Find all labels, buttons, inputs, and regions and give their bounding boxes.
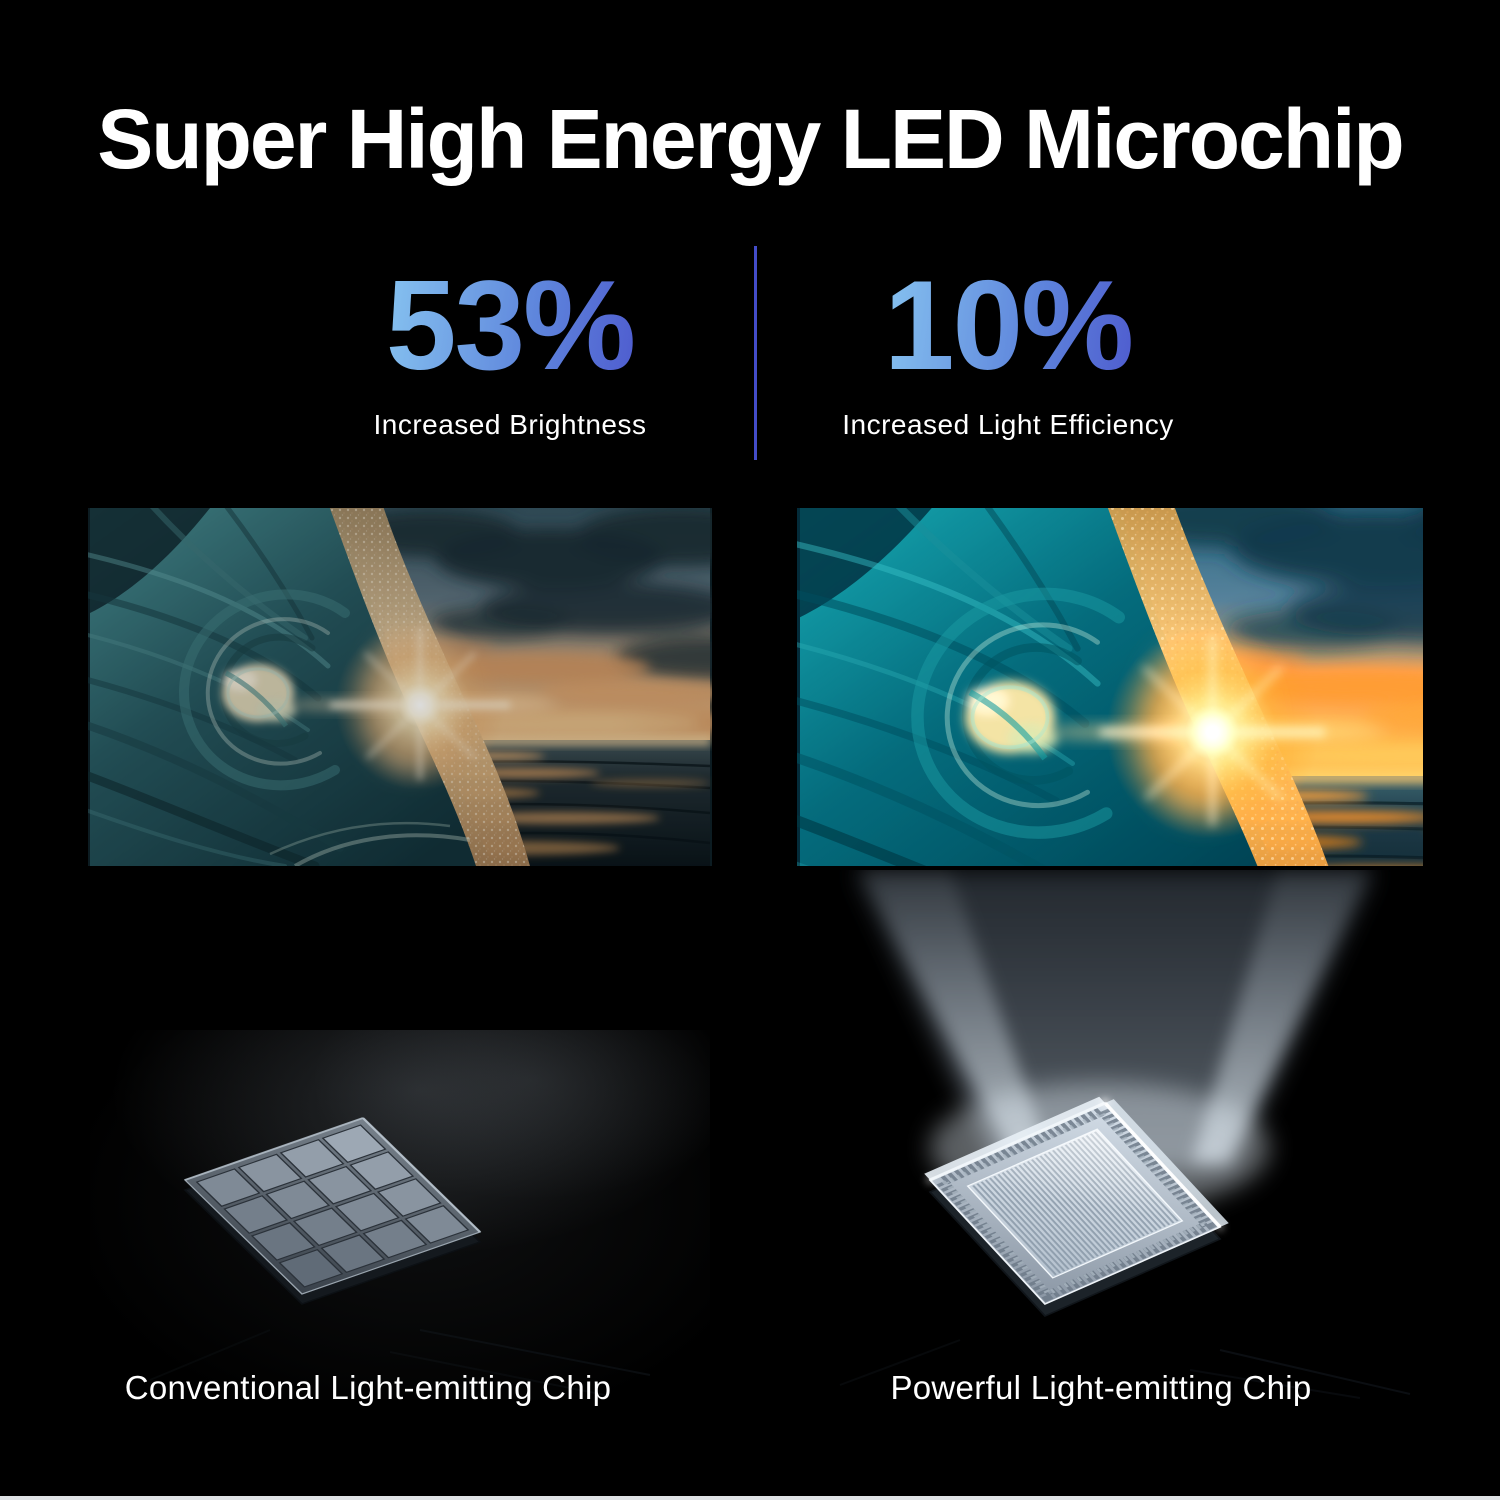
chip-top-face — [183, 1117, 482, 1295]
stat-brightness-value: 53% — [260, 262, 760, 389]
caption-conventional-chip: Conventional Light-emitting Chip — [124, 1369, 612, 1406]
stat-efficiency-label: Increased Light Efficiency — [842, 409, 1174, 440]
caption-powerful-chip: Powerful Light-emitting Chip — [890, 1369, 1312, 1406]
page-title: Super High Energy LED Microchip — [97, 92, 1405, 186]
rim-teeth — [932, 1105, 1218, 1302]
floor-reflection-lines — [839, 1339, 1411, 1399]
stat-efficiency-value: 10% — [758, 262, 1258, 389]
stat-brightness: 53% Increased Brightness — [260, 262, 760, 441]
vertical-divider — [754, 246, 757, 460]
stat-efficiency: 10% Increased Light Efficiency — [758, 262, 1258, 441]
chip-top-face — [924, 1096, 1229, 1306]
bottom-edge-strip — [0, 1496, 1500, 1500]
floor-reflection-lines — [149, 1329, 651, 1397]
wave-image-powerful — [797, 508, 1423, 866]
wave-image-conventional — [88, 508, 712, 866]
edge-sparkles — [927, 1099, 1223, 1230]
conventional-chip-illustration — [90, 1030, 710, 1400]
powerful-chip-illustration — [839, 870, 1411, 1399]
stat-brightness-label: Increased Brightness — [373, 409, 647, 440]
